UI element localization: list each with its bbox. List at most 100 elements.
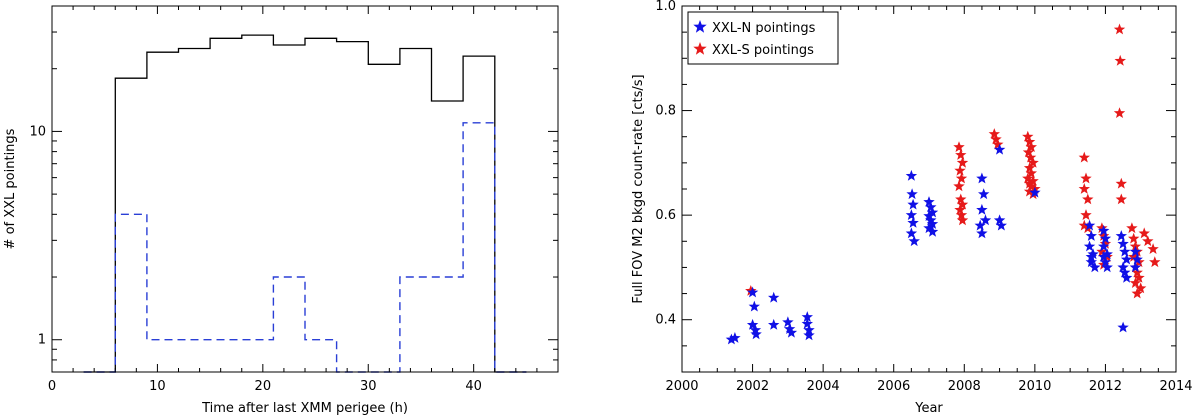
scatter-point-xxl-n [803, 329, 815, 341]
scatter-point-xxl-s [955, 193, 967, 205]
scatter-point-xxl-n [801, 317, 813, 329]
scatter-point-xxl-s [988, 128, 1000, 139]
scatter-point-xxl-n [729, 332, 741, 343]
scatter-point-xxl-n [926, 206, 939, 218]
scatter-y-tick-label: 0.8 [655, 104, 676, 119]
histogram-y-axis-title: # of XXL pointings [3, 128, 18, 249]
scatter-point-xxl-s [1096, 222, 1108, 234]
scatter-point-xxl-s [1025, 167, 1037, 179]
scatter-point-xxl-n [907, 198, 919, 210]
scatter-point-xxl-s [1025, 180, 1037, 192]
scatter-point-xxl-n [1101, 248, 1113, 260]
scatter-point-xxl-s [990, 133, 1002, 145]
scatter-panel: 2000 2002 2004 2006 2008 2010 2012 2014 0.4 0.6 0.… [631, 0, 1193, 416]
scatter-point-xxl-n [993, 143, 1006, 155]
scatter-point-xxl-s [1098, 230, 1110, 241]
scatter-x-tick-label: 2002 [736, 379, 769, 394]
scatter-point-xxl-n [1098, 224, 1110, 236]
scatter-point-xxl-n [976, 227, 988, 239]
scatter-plot-area [725, 23, 1161, 345]
scatter-y-tick-label: 1.0 [655, 0, 676, 14]
scatter-point-xxl-n [1099, 232, 1112, 244]
scatter-point-xxl-s [992, 138, 1004, 150]
scatter-point-xxl-n [905, 169, 918, 181]
scatter-point-xxl-n [923, 210, 935, 221]
scatter-point-xxl-s [1080, 209, 1092, 220]
scatter-y-tick-label: 0.6 [655, 208, 676, 223]
scatter-point-xxl-s [956, 214, 969, 226]
scatter-point-xxl-n [1098, 240, 1110, 252]
scatter-point-xxl-s [953, 180, 965, 192]
scatter-point-xxl-n [906, 188, 918, 200]
scatter-point-xxl-s [955, 172, 968, 184]
scatter-point-xxl-n [748, 300, 760, 312]
scatter-point-xxl-n [1029, 186, 1041, 198]
scatter-point-xxl-s [1022, 172, 1034, 184]
histogram-x-tick-label: 30 [360, 379, 377, 394]
scatter-point-xxl-n [908, 235, 920, 247]
scatter-point-xxl-n [923, 222, 935, 234]
scatter-point-xxl-s [1023, 162, 1036, 173]
scatter-point-xxl-s [1113, 107, 1126, 118]
scatter-y-tick-label: 0.4 [655, 313, 676, 328]
scatter-point-xxl-s [1115, 177, 1127, 189]
scatter-x-tick-label: 2004 [807, 379, 840, 394]
scatter-point-xxl-n [1083, 219, 1096, 231]
legend-marker-xxl-s [693, 42, 707, 55]
scatter-point-xxl-n [1120, 271, 1133, 283]
scatter-legend: XXL-N pointings XXL-S pointings [687, 11, 839, 65]
scatter-point-xxl-s [1023, 135, 1036, 147]
histogram-x-tick-label: 40 [465, 379, 482, 394]
scatter-point-xxl-n [1099, 256, 1112, 268]
scatter-point-xxl-n [1098, 251, 1110, 262]
scatter-point-xxl-n [925, 214, 937, 226]
scatter-point-xxl-n [907, 217, 919, 228]
histogram-series-dashed [83, 122, 527, 373]
legend-marker-xxl-n [693, 20, 707, 33]
scatter-point-xxl-n [1087, 248, 1099, 260]
scatter-point-xxl-s [955, 209, 968, 220]
scatter-point-xxl-n [1085, 256, 1097, 268]
scatter-point-xxl-s [1025, 141, 1037, 152]
scatter-point-xxl-n [1117, 237, 1129, 249]
scatter-point-xxl-n [925, 201, 937, 213]
scatter-point-xxl-n [750, 328, 762, 340]
scatter-point-xxl-s [1128, 251, 1140, 262]
scatter-ticks: 2000 2002 2004 2006 2008 2010 2012 2014 0.4 0.6 0.… [655, 0, 1192, 394]
scatter-point-xxl-n [746, 286, 759, 298]
scatter-point-xxl-n [905, 209, 918, 220]
histogram-panel: 0 10 20 30 40 1 10 Time after last XMM perigee… [3, 5, 559, 416]
scatter-point-xxl-s [1135, 282, 1147, 294]
scatter-point-xxl-s [1133, 271, 1145, 283]
histogram-x-tick-label: 10 [149, 379, 166, 394]
scatter-point-xxl-n [905, 227, 918, 239]
scatter-point-xxl-s [1131, 287, 1143, 299]
scatter-point-xxl-s [1129, 277, 1142, 288]
scatter-point-xxl-n [1131, 253, 1143, 265]
scatter-x-tick-label: 2012 [1089, 379, 1122, 394]
histogram-y-tick-label: 10 [29, 124, 46, 139]
scatter-point-xxl-s [1138, 227, 1150, 239]
scatter-point-xxl-s [1078, 183, 1090, 194]
scatter-point-xxl-s [1080, 172, 1092, 184]
scatter-point-xxl-s [955, 149, 967, 160]
scatter-point-xxl-s [1115, 193, 1127, 205]
scatter-point-xxl-n [1085, 251, 1097, 262]
scatter-point-xxl-s [1149, 256, 1161, 268]
scatter-x-tick-label: 2006 [877, 379, 910, 394]
scatter-point-xxl-s [1099, 237, 1112, 249]
scatter-point-xxl-s [1142, 235, 1154, 247]
histogram-series-all [83, 34, 527, 373]
scatter-x-tick-label: 2014 [1159, 379, 1192, 394]
scatter-point-xxl-n [725, 333, 738, 345]
scatter-point-xxl-n [979, 214, 992, 226]
scatter-point-xxl-n [1119, 245, 1131, 257]
scatter-point-xxl-n [1119, 266, 1131, 278]
scatter-point-xxl-s [956, 156, 969, 168]
scatter-x-tick-label: 2010 [1018, 379, 1051, 394]
histogram-y-tick-label: 1 [38, 333, 46, 348]
scatter-point-xxl-n [1129, 261, 1142, 273]
scatter-point-xxl-n [768, 318, 780, 330]
scatter-point-xxl-s [1082, 193, 1094, 205]
